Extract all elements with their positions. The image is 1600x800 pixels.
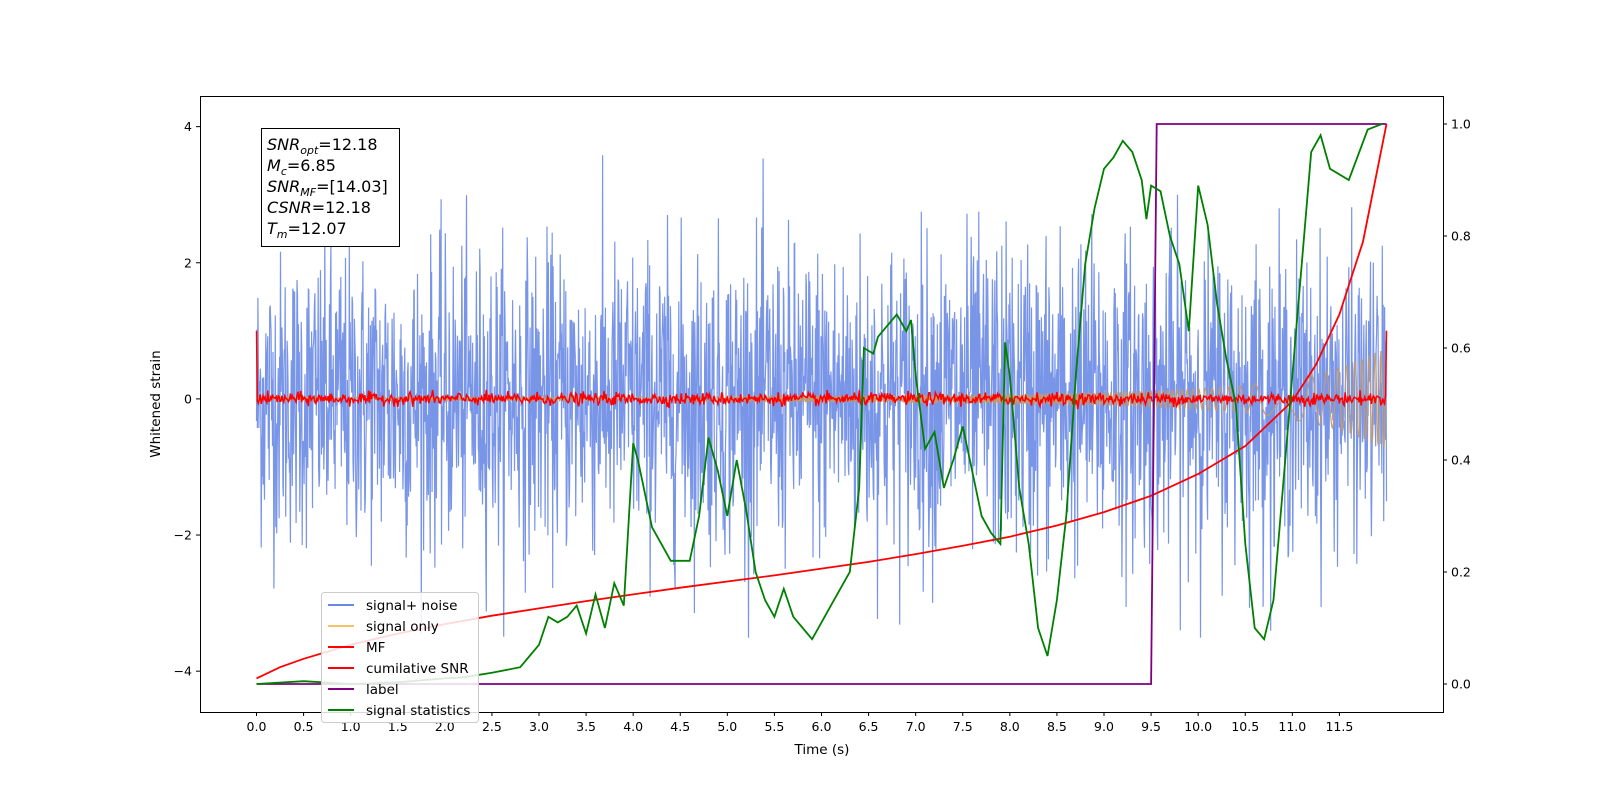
info-box: SNRopt=12.18Mc=6.85SNRMF=[14.03]CSNR=12.…	[261, 128, 400, 247]
legend-label: cumilative SNR	[366, 661, 469, 677]
y2-tick-label: 0.8	[1451, 229, 1471, 244]
x-tick-label: 4.0	[623, 719, 643, 734]
legend: signal+ noise signal only MF cumilative SNR…	[321, 592, 479, 723]
x-tick-label: 5.0	[717, 719, 737, 734]
y-axis-label: Whitened strain	[148, 350, 164, 457]
y2-tick-label: 1.0	[1451, 117, 1471, 132]
y2-tick-label: 0.2	[1451, 565, 1471, 580]
series-mf	[255, 330, 1388, 410]
info-line: Mc=6.85	[267, 156, 336, 178]
info-line: Tm=12.07	[267, 219, 347, 241]
x-tick-label: 9.0	[1094, 719, 1114, 734]
x-tick-label: 0.5	[294, 719, 314, 734]
x-tick-label: 7.5	[953, 719, 973, 734]
x-tick-label: 8.0	[1000, 719, 1020, 734]
legend-label: signal statistics	[366, 703, 470, 719]
series-signal-noise	[255, 155, 1388, 638]
x-tick-label: 4.5	[670, 719, 690, 734]
info-box-frame	[261, 128, 400, 247]
x-tick-label: 2.5	[482, 719, 502, 734]
y-tick-label: −2	[174, 528, 192, 543]
series-signal-statistics	[256, 123, 1383, 685]
x-tick-label: 6.5	[859, 719, 879, 734]
x-tick-label: 9.5	[1141, 719, 1161, 734]
x-tick-label: 10.5	[1231, 719, 1259, 734]
info-line: CSNR=12.18	[267, 198, 371, 217]
y2-tick-label: 0.6	[1451, 341, 1471, 356]
x-tick-label: 5.5	[764, 719, 784, 734]
x-tick-label: 3.0	[529, 719, 549, 734]
x-tick-label: 3.5	[576, 719, 596, 734]
x-tick-label: 10.0	[1184, 719, 1212, 734]
y-tick-label: −4	[174, 664, 192, 679]
info-line: SNRMF=[14.03]	[267, 177, 388, 199]
legend-label: label	[366, 682, 399, 698]
legend-label: MF	[366, 640, 385, 656]
y-tick-label: 2	[184, 255, 192, 270]
x-tick-label: 6.0	[812, 719, 832, 734]
x-tick-label: 11.5	[1325, 719, 1353, 734]
x-tick-label: 8.5	[1047, 719, 1067, 734]
legend-label: signal only	[366, 619, 439, 635]
info-line: SNRopt=12.18	[267, 135, 378, 157]
y2-tick-label: 0.4	[1451, 453, 1471, 468]
legend-frame	[321, 592, 479, 723]
y-tick-label: 0	[184, 391, 192, 406]
y-tick-label: 4	[184, 119, 192, 134]
x-tick-label: 11.0	[1278, 719, 1306, 734]
x-tick-label: 7.0	[906, 719, 926, 734]
series-label	[256, 123, 1387, 685]
x-tick-label: 0.0	[247, 719, 267, 734]
x-axis-label: Time (s)	[794, 742, 850, 758]
legend-label: signal+ noise	[366, 598, 457, 614]
y2-tick-label: 0.0	[1451, 677, 1471, 692]
